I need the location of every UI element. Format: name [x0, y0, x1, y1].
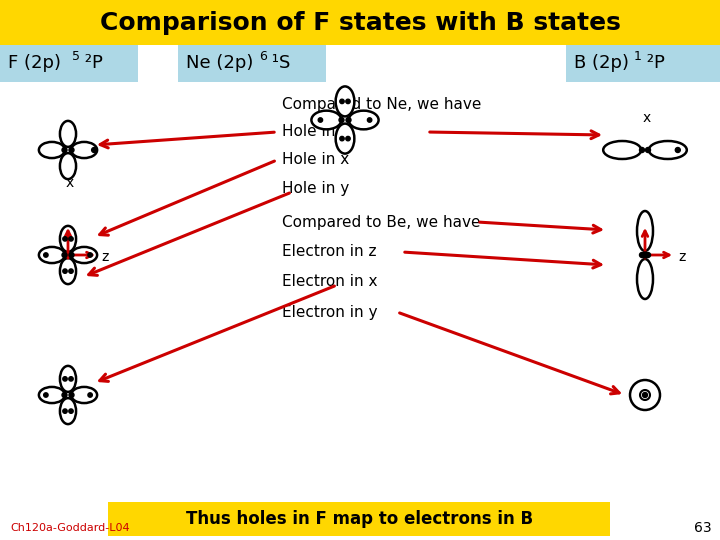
Text: Electron in y: Electron in y [282, 305, 377, 320]
Ellipse shape [60, 153, 76, 179]
Circle shape [69, 377, 73, 381]
Text: Compared to Ne, we have: Compared to Ne, we have [282, 98, 482, 112]
Circle shape [640, 390, 650, 400]
Text: 6: 6 [259, 51, 267, 64]
Text: Hole in z: Hole in z [282, 125, 348, 139]
Ellipse shape [637, 211, 653, 251]
Text: Ch120a-Goddard-L04: Ch120a-Goddard-L04 [10, 523, 130, 533]
Text: Electron in x: Electron in x [282, 274, 377, 289]
Circle shape [63, 269, 67, 273]
Ellipse shape [311, 111, 341, 130]
Ellipse shape [60, 121, 76, 147]
Text: ²P: ²P [79, 54, 103, 72]
Text: F (2p): F (2p) [8, 54, 61, 72]
Ellipse shape [649, 141, 687, 159]
Circle shape [69, 147, 74, 152]
Ellipse shape [336, 124, 354, 153]
Text: 1: 1 [634, 51, 642, 64]
Text: Compared to Be, we have: Compared to Be, we have [282, 214, 480, 230]
Text: Comparison of F states with B states: Comparison of F states with B states [99, 11, 621, 35]
Text: 63: 63 [694, 521, 712, 535]
Text: Ne (2p): Ne (2p) [186, 54, 253, 72]
Text: 5: 5 [72, 51, 80, 64]
Ellipse shape [60, 226, 76, 252]
Circle shape [340, 137, 344, 141]
Circle shape [642, 393, 647, 397]
Ellipse shape [60, 258, 76, 284]
Ellipse shape [39, 142, 65, 158]
Ellipse shape [71, 142, 97, 158]
Circle shape [69, 393, 74, 397]
Circle shape [630, 380, 660, 410]
Ellipse shape [348, 111, 379, 130]
Circle shape [340, 99, 344, 104]
Circle shape [646, 253, 650, 258]
Text: Electron in z: Electron in z [282, 245, 377, 260]
Circle shape [639, 147, 644, 152]
Circle shape [346, 118, 351, 123]
Text: ²P: ²P [641, 54, 665, 72]
Circle shape [88, 253, 92, 257]
Circle shape [69, 237, 73, 241]
Text: ¹S: ¹S [266, 54, 290, 72]
Circle shape [646, 147, 650, 152]
Bar [0, 0, 720, 45]
Circle shape [346, 137, 350, 141]
Ellipse shape [60, 398, 76, 424]
Circle shape [63, 409, 67, 413]
Circle shape [62, 253, 67, 258]
Ellipse shape [637, 259, 653, 299]
Circle shape [639, 253, 644, 258]
Circle shape [44, 253, 48, 257]
Circle shape [88, 393, 92, 397]
Circle shape [63, 377, 67, 381]
Circle shape [69, 253, 74, 258]
Circle shape [44, 393, 48, 397]
Circle shape [675, 147, 680, 152]
Circle shape [62, 393, 67, 397]
Circle shape [69, 269, 73, 273]
Ellipse shape [60, 366, 76, 392]
Circle shape [63, 237, 67, 241]
Bar [0, 45, 138, 82]
Text: Hole in x: Hole in x [282, 152, 349, 167]
Bar [566, 45, 720, 82]
Circle shape [367, 118, 372, 122]
Circle shape [339, 118, 344, 123]
Text: Thus holes in F map to electrons in B: Thus holes in F map to electrons in B [186, 510, 534, 528]
Ellipse shape [336, 86, 354, 117]
Text: x: x [643, 111, 651, 125]
Ellipse shape [39, 387, 65, 403]
Circle shape [346, 99, 350, 104]
Circle shape [69, 409, 73, 413]
Text: x: x [66, 176, 74, 190]
Text: Hole in y: Hole in y [282, 180, 349, 195]
Ellipse shape [39, 247, 65, 263]
Ellipse shape [71, 387, 97, 403]
Circle shape [642, 252, 648, 258]
Bar [108, 502, 610, 536]
Text: B (2p): B (2p) [574, 54, 629, 72]
Ellipse shape [71, 247, 97, 263]
Bar [178, 45, 326, 82]
Ellipse shape [603, 141, 642, 159]
Circle shape [91, 147, 96, 152]
Text: z: z [678, 250, 685, 264]
Circle shape [62, 147, 67, 152]
Text: z: z [101, 250, 109, 264]
Circle shape [318, 118, 323, 122]
